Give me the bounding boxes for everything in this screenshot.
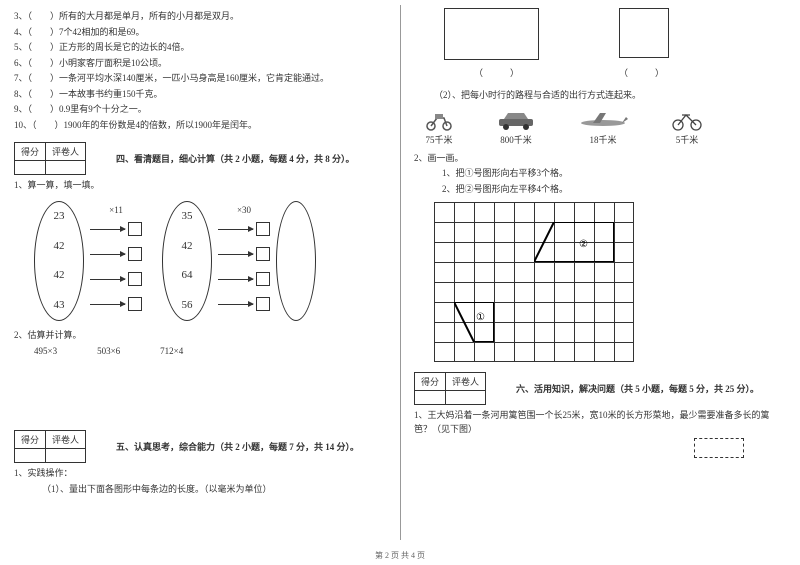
arrow-icon	[90, 304, 125, 305]
arrow-icon	[90, 279, 125, 280]
mult-1: ×11	[90, 205, 142, 215]
answer-box	[128, 272, 142, 286]
section-4-title: 四、看清题目，细心计算（共 2 小题，每题 4 分，共 8 分）。	[116, 152, 355, 165]
answer-box	[256, 297, 270, 311]
answer-box	[128, 297, 142, 311]
q-sub-2: （2）、把每小时行的路程与合适的出行方式连起来。	[434, 89, 786, 103]
question-10: 10、（ ）1900年的年份数是4的倍数，所以1900年是闰年。	[14, 119, 386, 133]
oval1-n3: 42	[54, 269, 65, 281]
oval1-n4: 43	[54, 299, 65, 311]
bicycle-icon	[670, 109, 704, 131]
section-6-title: 六、活用知识，解决问题（共 5 小题，每题 5 分，共 25 分）。	[516, 382, 759, 395]
grader-label: 评卷人	[46, 143, 86, 161]
oval-1: 23 42 42 43	[34, 201, 84, 321]
q2-draw-2: 2、把②号图形向左平移4个格。	[442, 183, 786, 197]
answer-box	[256, 272, 270, 286]
dashed-rect-diagram	[694, 438, 744, 458]
vl-4: 5千米	[670, 133, 704, 146]
airplane-icon	[578, 109, 628, 131]
section-5-title: 五、认真思考，综合能力（共 2 小题，每题 7 分，共 14 分）。	[116, 440, 359, 453]
page-footer: 第 2 页 共 4 页	[0, 550, 800, 561]
paren-row: （ ） （ ）	[474, 66, 786, 79]
vl-1: 75千米	[424, 133, 454, 146]
q6-1: 1、王大妈沿着一条河用篱笆围一个长25米，宽10米的长方形菜地，最少需要准备多长…	[414, 409, 786, 436]
q2-draw: 2、画一画。	[414, 152, 786, 166]
shape-1: ①	[454, 302, 494, 342]
oval2-n1: 35	[182, 210, 193, 222]
oval2-n3: 64	[182, 269, 193, 281]
arrow-icon	[218, 279, 253, 280]
score-label: 得分	[15, 431, 46, 449]
score-box-4: 得分 评卷人 四、看清题目，细心计算（共 2 小题，每题 4 分，共 8 分）。	[14, 142, 386, 175]
estimate-row: 495×3 503×6 712×4	[34, 346, 366, 356]
answer-box	[256, 247, 270, 261]
oval1-n2: 42	[54, 240, 65, 252]
motorcycle-icon	[424, 109, 454, 131]
grader-label: 评卷人	[46, 431, 86, 449]
arrow-icon	[90, 254, 125, 255]
shape-2-label: ②	[579, 239, 588, 250]
question-8: 8、（ ）一本故事书约重150千克。	[14, 88, 386, 102]
veh-label-row: 75千米 800千米 18千米 5千米	[424, 133, 776, 146]
right-column: （ ） （ ） （2）、把每小时行的路程与合适的出行方式连起来。 75千米 80…	[400, 0, 800, 565]
est-1: 495×3	[34, 346, 57, 356]
paren-2: （ ）	[619, 66, 664, 79]
question-7: 7、（ ）一条河平均水深140厘米，一匹小马身高是160厘米，它肯定能通过。	[14, 72, 386, 86]
grader-label: 评卷人	[446, 373, 486, 391]
question-3: 3、（ ）所有的大月都是单月，所有的小月都是双月。	[14, 10, 386, 24]
arrow-col-2: ×30	[218, 205, 270, 317]
vl-3: 18千米	[578, 133, 628, 146]
oval-diagram: 23 42 42 43 ×11 35 42 64 56	[34, 201, 366, 321]
q4-1-label: 1、算一算，填一填。	[14, 179, 386, 193]
question-4: 4、（ ）7个42相加的和是69。	[14, 26, 386, 40]
mult-2: ×30	[218, 205, 270, 215]
left-column: 3、（ ）所有的大月都是单月，所有的小月都是双月。 4、（ ）7个42相加的和是…	[0, 0, 400, 565]
answer-box	[128, 247, 142, 261]
oval2-n4: 56	[182, 299, 193, 311]
question-5: 5、（ ）正方形的周长是它的边长的4倍。	[14, 41, 386, 55]
oval-group-1: 23 42 42 43 ×11	[34, 201, 142, 321]
question-9: 9、（ ）0.9里有9个十分之一。	[14, 103, 386, 117]
rect-1	[444, 8, 539, 60]
oval-group-2: 35 42 64 56 ×30	[162, 201, 316, 321]
est-3: 712×4	[160, 346, 183, 356]
q5-1-sub: （1）、量出下面各图形中每条边的长度。（以毫米为单位）	[42, 483, 386, 497]
oval-3-empty	[276, 201, 316, 321]
est-2: 503×6	[97, 346, 120, 356]
arrow-icon	[218, 304, 253, 305]
arrow-icon	[218, 254, 253, 255]
vl-2: 800千米	[496, 133, 536, 146]
rect-row	[444, 8, 756, 60]
score-box-5: 得分 评卷人 五、认真思考，综合能力（共 2 小题，每题 7 分，共 14 分）…	[14, 430, 386, 463]
arrow-col-1: ×11	[90, 205, 142, 317]
q2-draw-1: 1、把①号图形向右平移3个格。	[442, 167, 786, 181]
oval-2: 35 42 64 56	[162, 201, 212, 321]
rect-2	[619, 8, 669, 58]
arrow-icon	[90, 229, 125, 230]
shape-2: ②	[534, 222, 614, 262]
q4-2-label: 2、估算并计算。	[14, 329, 386, 343]
score-label: 得分	[15, 143, 46, 161]
answer-box	[128, 222, 142, 236]
q5-1: 1、实践操作：	[14, 467, 386, 481]
car-icon	[496, 109, 536, 131]
score-label: 得分	[415, 373, 446, 391]
grid-diagram: ② ①	[434, 202, 634, 362]
arrow-icon	[218, 229, 253, 230]
question-6: 6、（ ）小明家客厅面积是10公顷。	[14, 57, 386, 71]
paren-1: （ ）	[474, 66, 519, 79]
score-box-6: 得分 评卷人 六、活用知识，解决问题（共 5 小题，每题 5 分，共 25 分）…	[414, 372, 786, 405]
vehicle-row	[424, 109, 776, 131]
oval1-n1: 23	[54, 210, 65, 222]
shape-1-label: ①	[476, 312, 485, 323]
answer-box	[256, 222, 270, 236]
oval2-n2: 42	[182, 240, 193, 252]
